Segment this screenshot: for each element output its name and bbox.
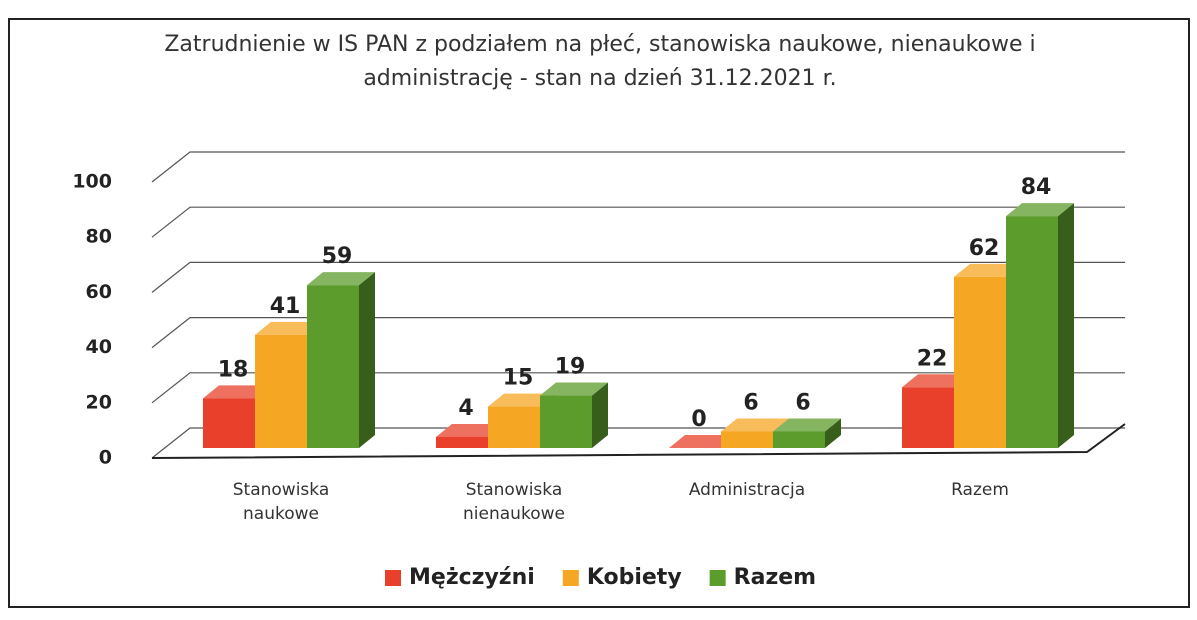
grid-line — [151, 261, 1125, 293]
bar-top — [1006, 203, 1074, 217]
bar-front — [436, 436, 488, 448]
bar-top — [436, 423, 504, 437]
bar — [1006, 203, 1074, 448]
x-label-box: Stanowiska naukowe — [232, 480, 330, 524]
chart-title: Zatrudnienie w IS PAN z podziałem na płe… — [164, 32, 1036, 91]
bar-side — [825, 418, 841, 448]
bar — [307, 272, 375, 448]
y-tick-label: 100 — [72, 171, 112, 193]
legend-label: Mężczyźni — [409, 565, 535, 590]
bar-top — [540, 382, 608, 396]
value-label: 84 — [1021, 175, 1052, 200]
bar-top — [255, 321, 323, 335]
legend-label: Kobiety — [587, 565, 682, 590]
value-label: 15 — [503, 366, 534, 391]
bar — [773, 418, 841, 448]
value-label: 41 — [270, 294, 301, 319]
legend-swatch — [562, 570, 579, 586]
value-label: 6 — [743, 390, 758, 415]
bar-top — [488, 393, 556, 407]
legend-label: Razem — [734, 565, 816, 590]
bar-front — [954, 276, 1006, 448]
bar — [669, 435, 737, 448]
bar — [540, 382, 608, 448]
x-tick-label: Stanowiska nienaukowe — [463, 480, 565, 524]
legend-swatch — [385, 570, 401, 586]
bar-front — [203, 398, 255, 448]
x-tick-label: Administracja — [688, 480, 806, 500]
x-label-box: Administracja — [688, 480, 806, 500]
value-label: 18 — [218, 357, 249, 382]
value-label: 6 — [795, 390, 810, 415]
bar-front — [1006, 216, 1058, 448]
bar-front — [721, 431, 773, 448]
bar-front — [307, 285, 359, 448]
floor-edge — [151, 423, 1126, 459]
grid-line — [151, 372, 1125, 404]
grid-line — [151, 206, 1125, 238]
bar-top — [773, 418, 841, 432]
legend-swatch — [709, 570, 726, 586]
bar-side — [592, 382, 608, 448]
title-box: Zatrudnienie w IS PAN z podziałem na płe… — [164, 32, 1036, 91]
bar-top — [203, 385, 271, 399]
bar-top — [721, 418, 789, 432]
y-tick-label: 0 — [99, 447, 112, 469]
x-tick-label: Razem — [951, 480, 1009, 500]
x-tick-label: Stanowiska naukowe — [232, 480, 330, 524]
bar-front — [255, 334, 307, 448]
bar-top — [902, 374, 970, 388]
bar-front — [540, 395, 592, 448]
bar-front — [902, 387, 954, 448]
bar-front — [488, 406, 540, 448]
value-label: 62 — [969, 236, 1000, 261]
bar-side — [1058, 203, 1074, 448]
value-label: 4 — [458, 396, 473, 421]
bar-top — [954, 263, 1022, 277]
value-label: 19 — [555, 355, 586, 380]
y-tick-label: 40 — [86, 336, 112, 358]
bar-top — [669, 435, 737, 448]
x-label-box: Razem — [951, 480, 1009, 500]
bar-front — [773, 431, 825, 448]
value-label: 22 — [917, 346, 948, 371]
x-label-box: Stanowiska nienaukowe — [463, 480, 565, 524]
value-label: 0 — [691, 407, 706, 432]
value-label: 59 — [322, 244, 353, 269]
bar-top — [307, 272, 375, 286]
grid-line — [151, 317, 1125, 349]
grid-line — [151, 151, 1125, 183]
y-tick-label: 20 — [86, 391, 112, 413]
y-tick-label: 80 — [86, 226, 112, 248]
y-tick-label: 60 — [86, 281, 112, 303]
bar-side — [359, 272, 375, 448]
